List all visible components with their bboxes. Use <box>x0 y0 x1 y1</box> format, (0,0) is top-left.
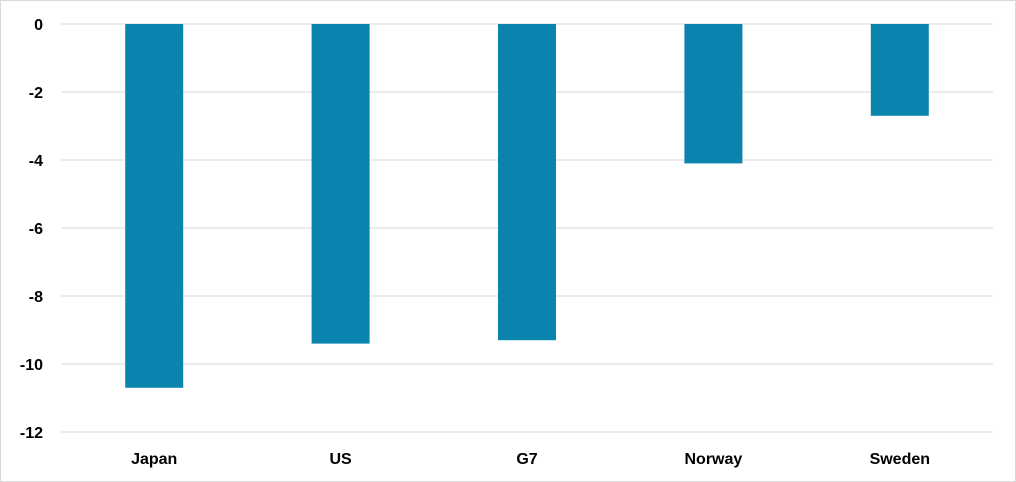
x-axis-labels: Japan US G7 Norway Sweden <box>131 451 930 468</box>
x-category-label: G7 <box>516 451 537 468</box>
bar-sweden <box>870 24 929 116</box>
bar-us <box>311 24 370 344</box>
y-tick-label: 0 <box>34 17 43 34</box>
y-axis-ticks: 0 -2 -4 -6 -8 -10 -12 <box>20 17 43 442</box>
y-tick-label: -8 <box>29 289 43 306</box>
bar-norway <box>684 24 743 164</box>
x-category-label: US <box>329 451 352 468</box>
bar-japan <box>125 24 184 388</box>
bars <box>125 24 929 388</box>
y-tick-label: -6 <box>29 221 43 238</box>
x-category-label: Norway <box>685 451 743 468</box>
y-tick-label: -4 <box>29 153 43 170</box>
x-category-label: Japan <box>131 451 177 468</box>
y-tick-label: -12 <box>20 425 43 442</box>
y-tick-label: -10 <box>20 357 43 374</box>
bar-g7 <box>498 24 556 341</box>
y-tick-label: -2 <box>29 85 43 102</box>
x-category-label: Sweden <box>870 451 930 468</box>
